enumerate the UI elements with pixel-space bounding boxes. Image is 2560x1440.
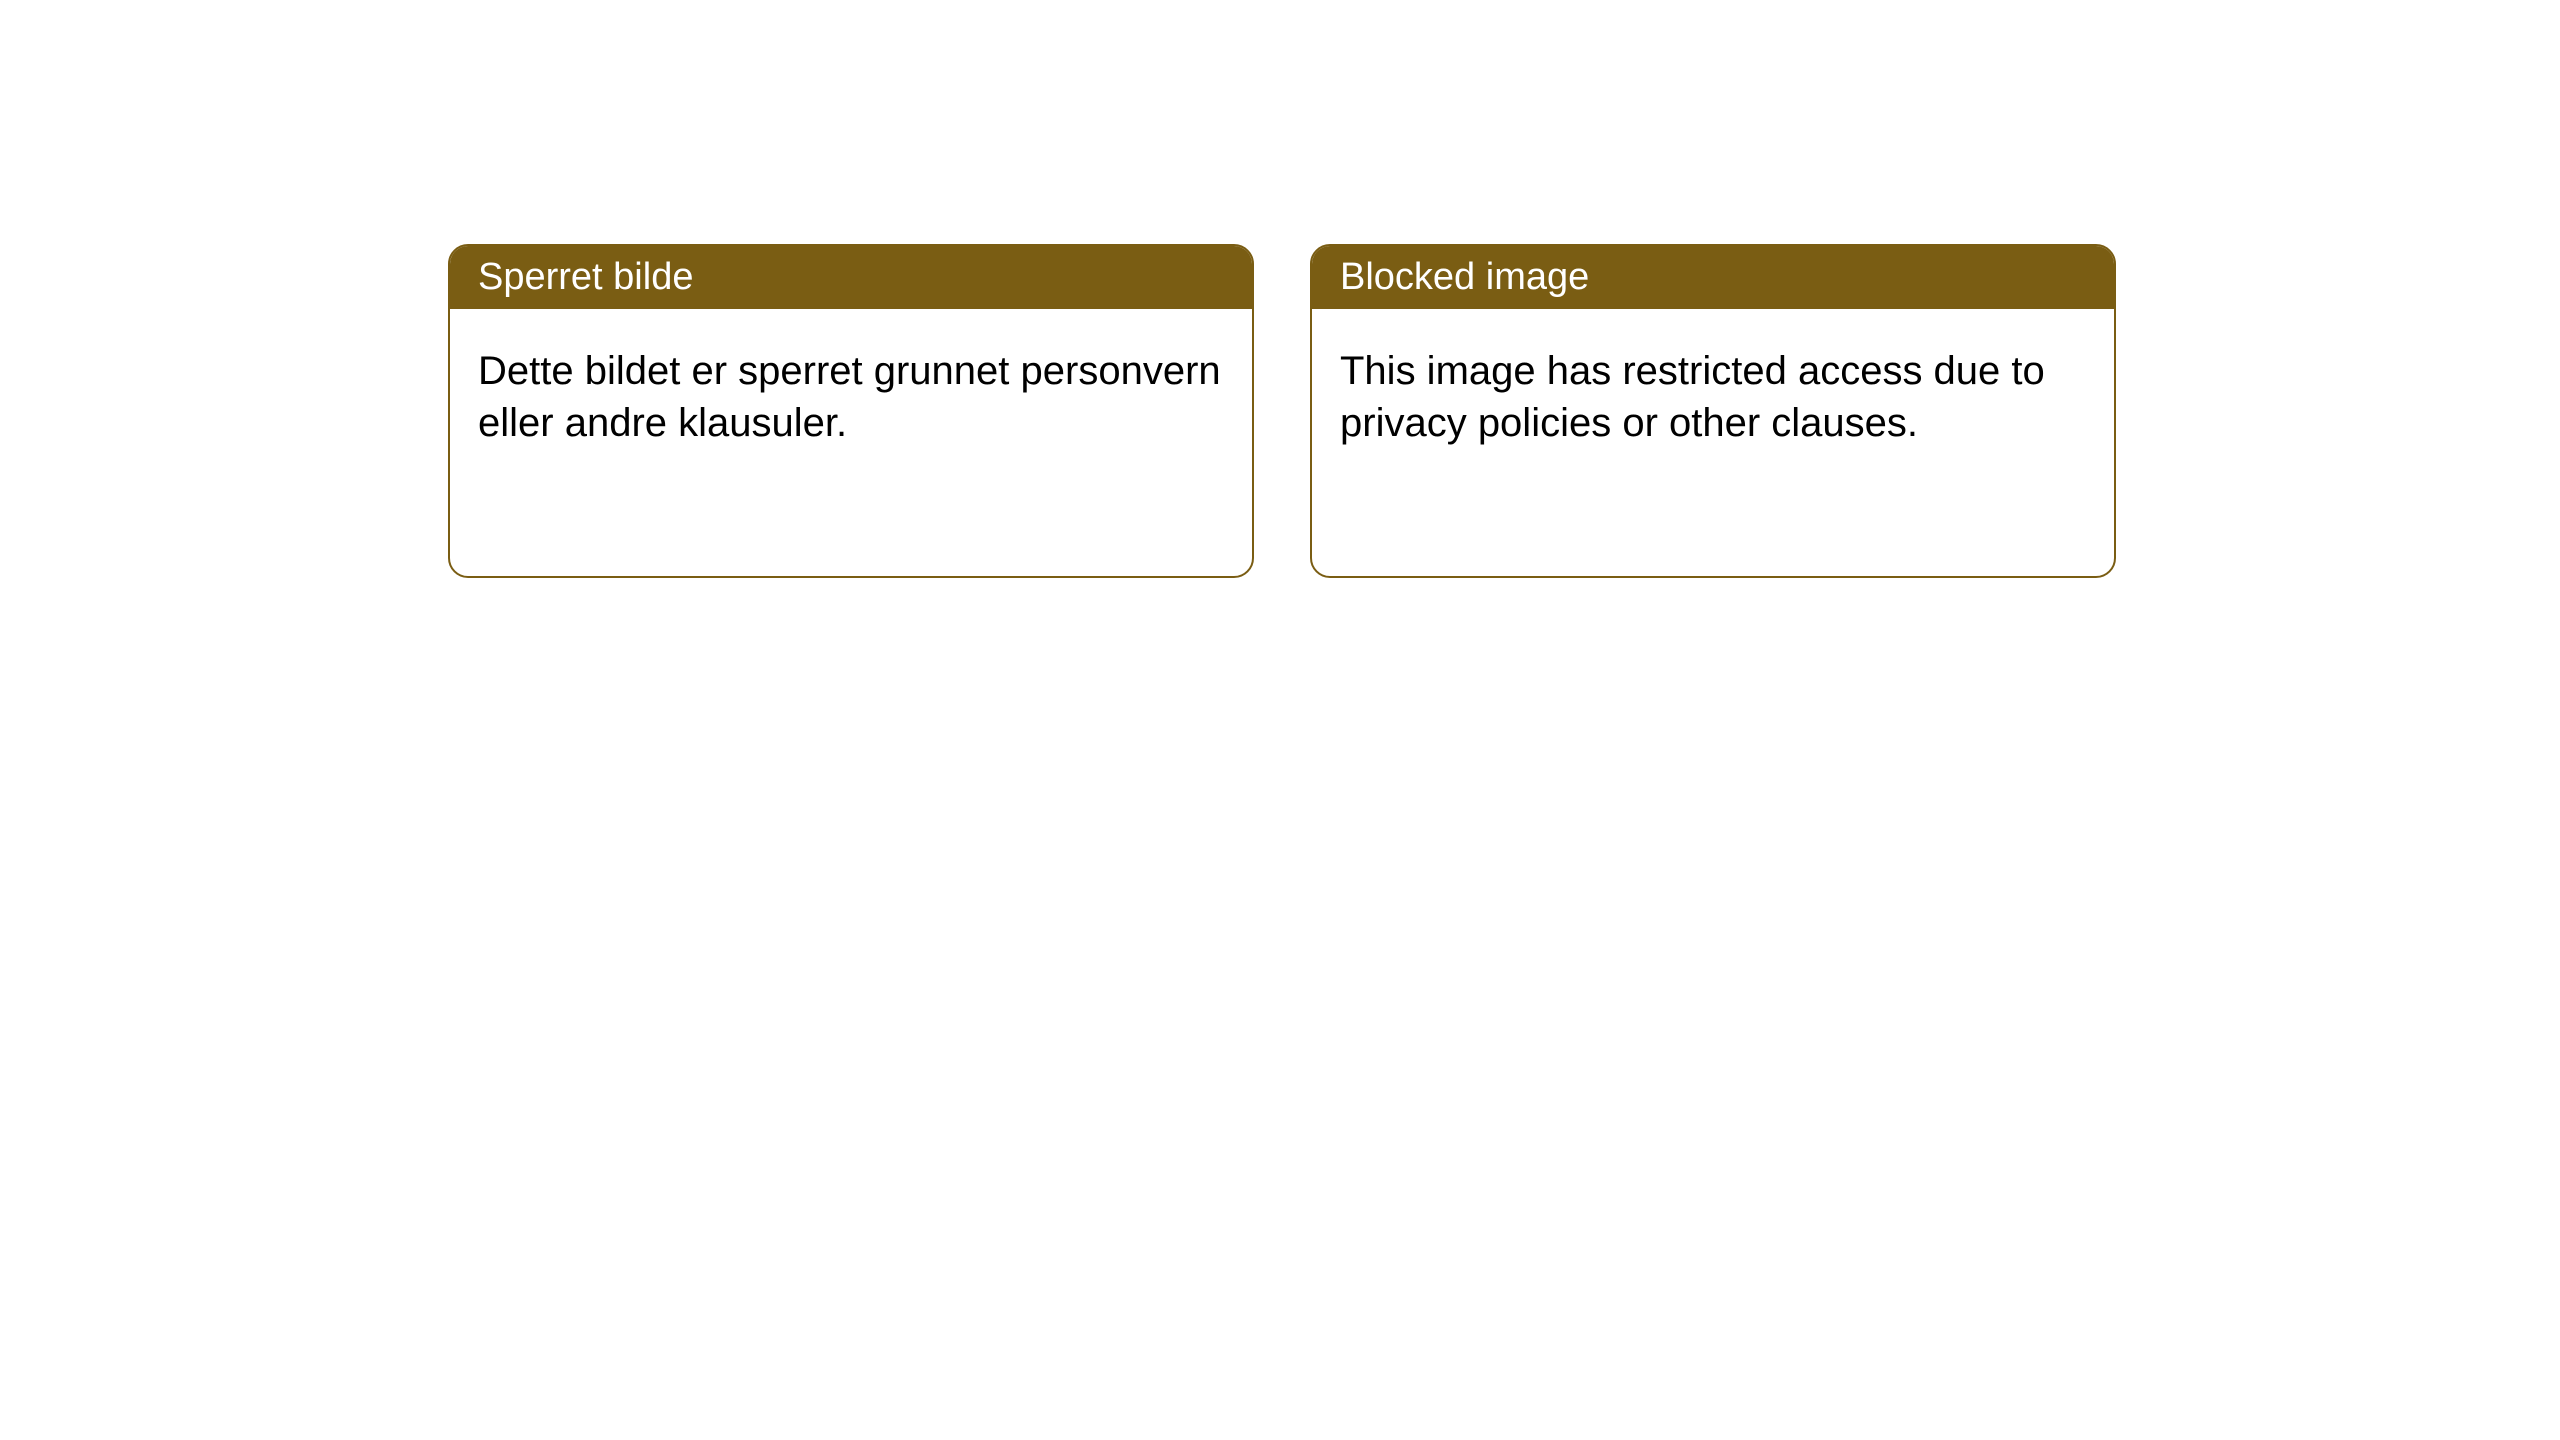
- notice-cards-container: Sperret bilde Dette bildet er sperret gr…: [0, 0, 2560, 578]
- card-header: Blocked image: [1312, 246, 2114, 309]
- card-message: Dette bildet er sperret grunnet personve…: [478, 349, 1221, 445]
- card-body: This image has restricted access due to …: [1312, 309, 2114, 485]
- card-title: Blocked image: [1340, 256, 1589, 298]
- notice-card-english: Blocked image This image has restricted …: [1310, 244, 2116, 578]
- card-body: Dette bildet er sperret grunnet personve…: [450, 309, 1252, 485]
- card-header: Sperret bilde: [450, 246, 1252, 309]
- card-title: Sperret bilde: [478, 256, 693, 298]
- notice-card-norwegian: Sperret bilde Dette bildet er sperret gr…: [448, 244, 1254, 578]
- card-message: This image has restricted access due to …: [1340, 349, 2045, 445]
